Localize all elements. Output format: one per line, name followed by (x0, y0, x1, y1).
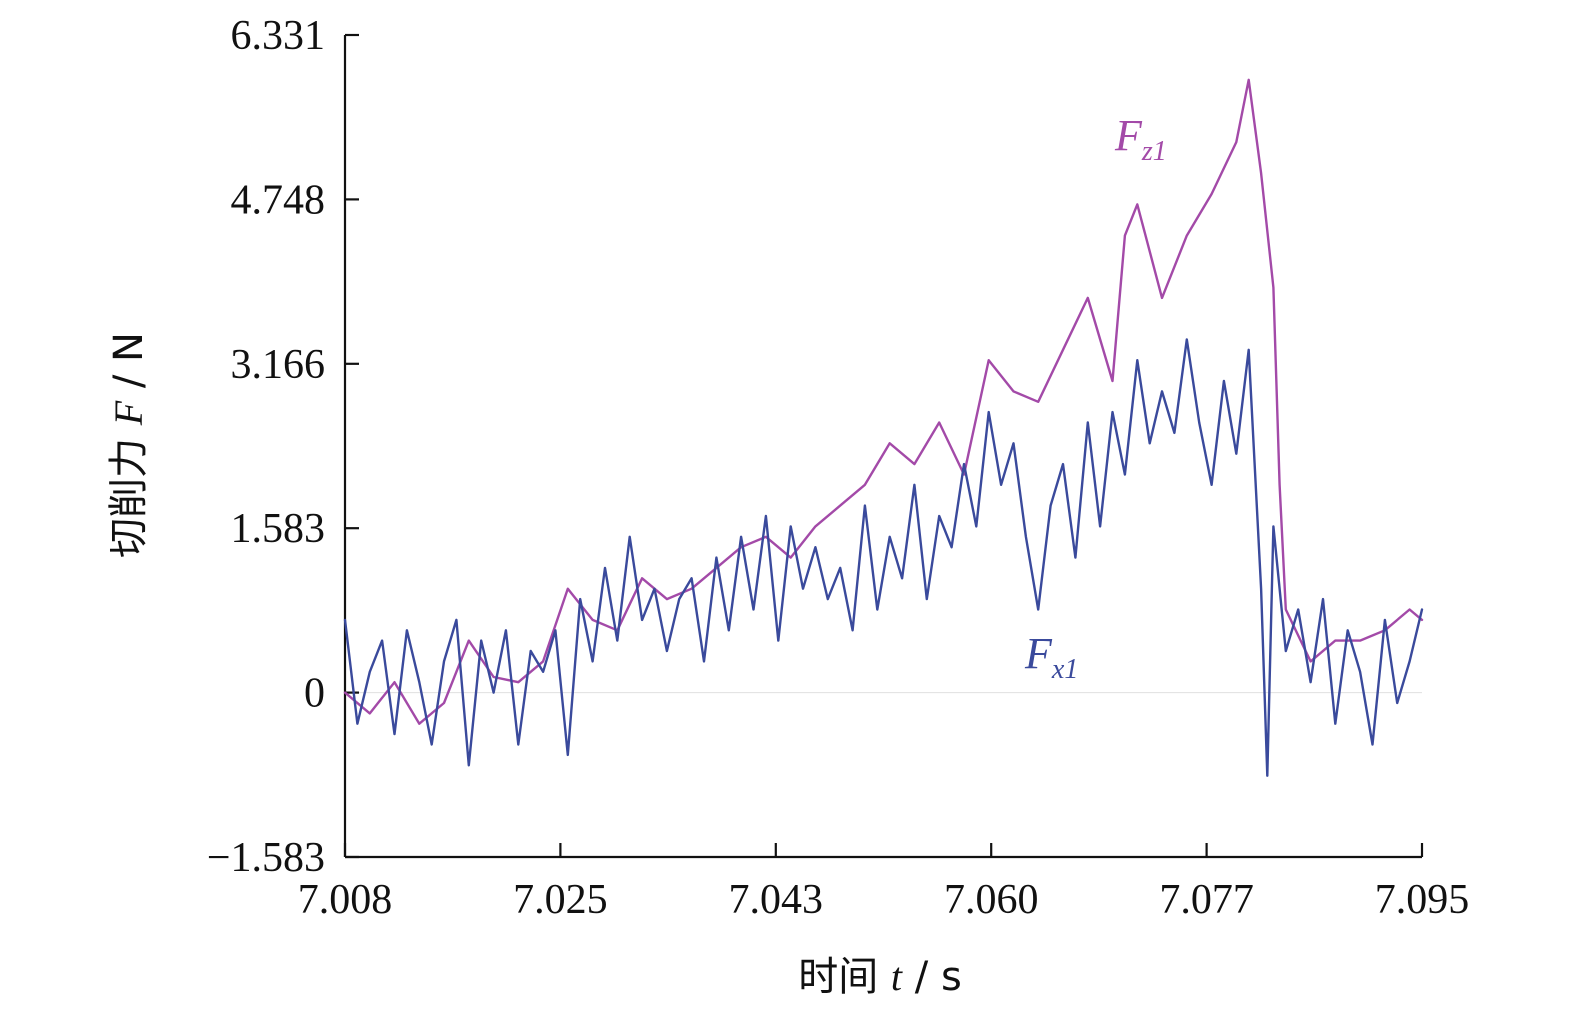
x-tick-label: 7.008 (298, 877, 393, 923)
series-line-fx1 (343, 338, 1424, 777)
y-axis-title: 切削力 F / N (106, 332, 152, 558)
series-label-main: F (1114, 111, 1143, 160)
series-line-fz1 (343, 78, 1424, 725)
x-tick-label: 7.043 (729, 877, 824, 923)
series-label-main: F (1024, 629, 1053, 678)
x-tick-label: 7.060 (944, 877, 1039, 923)
y-tick-label: 6.331 (231, 13, 326, 59)
x-tick-label: 7.095 (1375, 877, 1470, 923)
y-tick-label: 3.166 (231, 342, 326, 388)
y-tick-label: 0 (304, 671, 325, 717)
y-tick-label: −1.583 (207, 835, 325, 881)
series-label-sub: z1 (1141, 136, 1167, 167)
series-label-fx1: Fx1 (1024, 629, 1078, 685)
y-tick-label: 1.583 (231, 506, 326, 552)
y-axis-ticks: 6.331 4.748 3.166 1.583 0 −1.583 (207, 13, 359, 881)
series-layer (343, 78, 1424, 777)
x-tick-label: 7.025 (513, 877, 608, 923)
series-label-sub: x1 (1051, 654, 1078, 685)
x-axis-ticks: 7.008 7.025 7.043 7.060 7.077 7.095 (298, 843, 1470, 923)
series-label-fz1: Fz1 (1114, 111, 1167, 167)
x-axis-title: 时间 t / s (798, 954, 962, 1000)
y-tick-label: 4.748 (231, 177, 326, 223)
x-tick-label: 7.077 (1159, 877, 1254, 923)
